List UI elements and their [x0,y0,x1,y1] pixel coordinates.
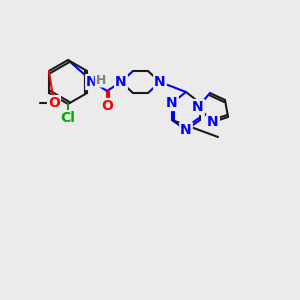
Text: N: N [192,100,204,114]
Text: N: N [180,123,192,137]
Text: N: N [154,75,166,89]
Text: N: N [86,75,98,89]
Text: O: O [101,99,113,113]
Text: Cl: Cl [61,111,75,125]
Text: N: N [115,75,127,89]
Text: N: N [166,96,178,110]
Text: O: O [48,96,60,110]
Text: H: H [96,74,106,86]
Text: N: N [207,115,219,129]
